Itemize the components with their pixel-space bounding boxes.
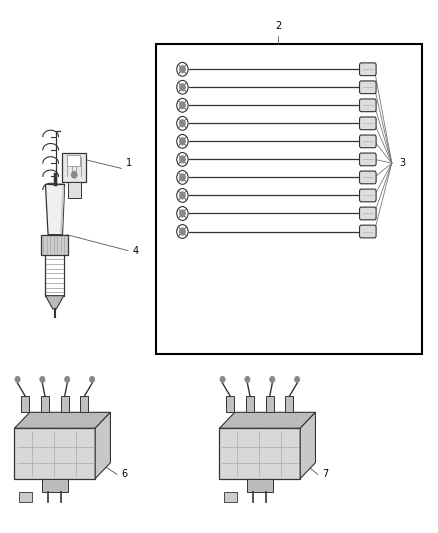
Circle shape bbox=[219, 376, 225, 383]
Circle shape bbox=[40, 376, 45, 383]
Circle shape bbox=[71, 172, 77, 178]
Text: 4: 4 bbox=[132, 246, 138, 256]
Bar bbox=[156, 44, 421, 354]
Bar bbox=[67, 155, 80, 166]
Bar bbox=[19, 492, 32, 503]
Bar bbox=[62, 152, 86, 182]
FancyBboxPatch shape bbox=[359, 171, 375, 184]
Circle shape bbox=[179, 156, 185, 163]
Circle shape bbox=[64, 376, 70, 383]
Polygon shape bbox=[95, 413, 110, 479]
FancyBboxPatch shape bbox=[359, 153, 375, 166]
FancyBboxPatch shape bbox=[359, 135, 375, 148]
Bar bbox=[285, 397, 293, 413]
Bar bbox=[265, 397, 273, 413]
Bar bbox=[60, 397, 68, 413]
Bar bbox=[223, 492, 237, 503]
Text: 3: 3 bbox=[398, 158, 404, 168]
Circle shape bbox=[15, 376, 20, 383]
Text: 7: 7 bbox=[321, 470, 328, 479]
FancyBboxPatch shape bbox=[359, 189, 375, 202]
Circle shape bbox=[179, 210, 185, 217]
FancyBboxPatch shape bbox=[359, 63, 375, 76]
FancyBboxPatch shape bbox=[359, 117, 375, 130]
Bar bbox=[219, 428, 300, 479]
Text: 1: 1 bbox=[125, 158, 131, 168]
Bar bbox=[21, 397, 29, 413]
Text: 2: 2 bbox=[275, 21, 281, 30]
Circle shape bbox=[179, 192, 185, 199]
Bar bbox=[42, 479, 68, 492]
Circle shape bbox=[179, 84, 185, 91]
Bar bbox=[246, 479, 272, 492]
Circle shape bbox=[179, 66, 185, 73]
Bar bbox=[226, 397, 234, 413]
FancyBboxPatch shape bbox=[359, 225, 375, 238]
FancyBboxPatch shape bbox=[359, 207, 375, 220]
Polygon shape bbox=[14, 413, 110, 428]
Bar bbox=[41, 235, 68, 255]
Text: 6: 6 bbox=[121, 470, 127, 479]
Circle shape bbox=[244, 376, 250, 383]
Circle shape bbox=[89, 376, 95, 383]
Circle shape bbox=[179, 102, 185, 109]
Bar bbox=[68, 182, 81, 198]
Polygon shape bbox=[219, 413, 315, 428]
Circle shape bbox=[179, 174, 185, 181]
Polygon shape bbox=[46, 296, 64, 309]
Polygon shape bbox=[300, 413, 315, 479]
FancyBboxPatch shape bbox=[359, 99, 375, 112]
Circle shape bbox=[179, 138, 185, 145]
Polygon shape bbox=[46, 184, 64, 235]
Circle shape bbox=[179, 228, 185, 235]
Bar bbox=[80, 397, 88, 413]
Bar bbox=[41, 397, 49, 413]
FancyBboxPatch shape bbox=[359, 81, 375, 94]
Bar bbox=[246, 397, 254, 413]
Circle shape bbox=[294, 376, 299, 383]
Circle shape bbox=[269, 376, 274, 383]
Circle shape bbox=[179, 119, 185, 127]
Bar bbox=[14, 428, 95, 479]
